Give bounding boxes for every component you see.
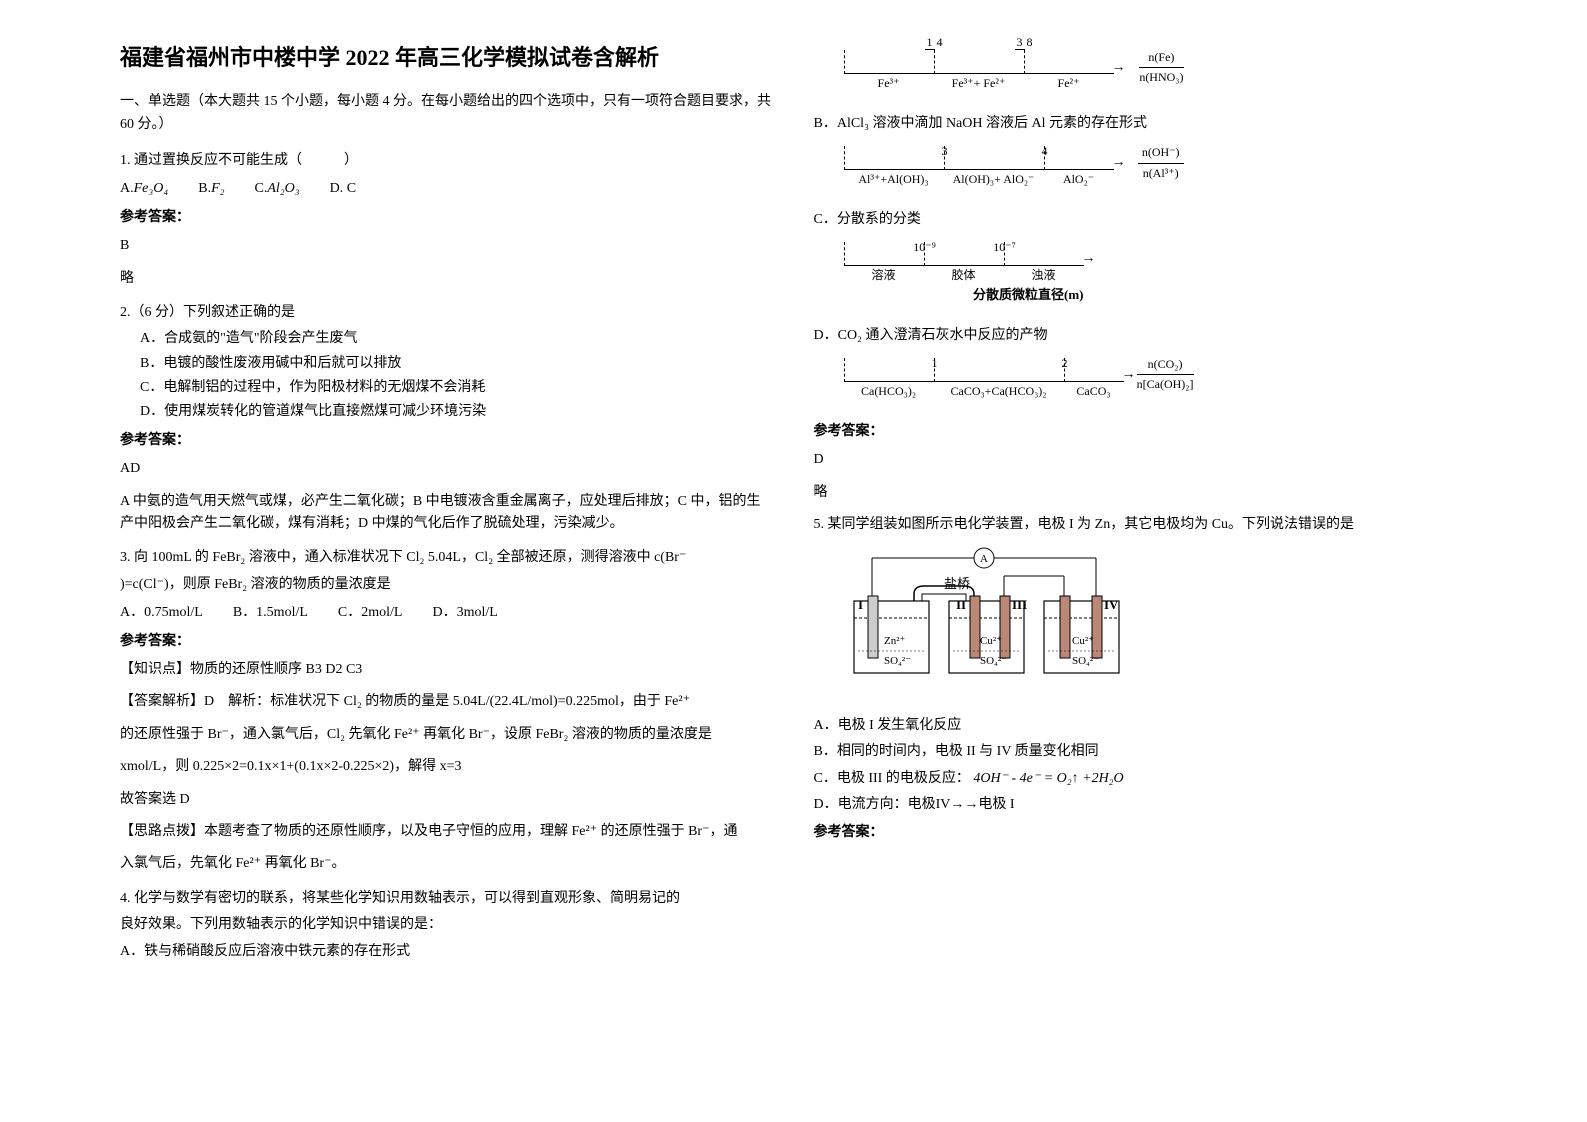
q2-explain: A 中氨的造气用天燃气或煤，必产生二氧化碳；B 中电镀液含重金属离子，应处理后排… — [120, 491, 774, 536]
so4-2: SO₄²⁻ — [980, 655, 1007, 667]
question-4-intro: 4. 化学与数学有密切的联系，将某些化学知识用数轴表示，可以得到直观形象、简明易… — [120, 888, 774, 963]
q2-answer-label: 参考答案： — [120, 430, 774, 452]
q2-option-c: C．电解制铝的过程中，作为阳极材料的无烟煤不会消耗 — [140, 377, 774, 399]
q4-answer-label: 参考答案： — [814, 421, 1468, 443]
q1-option-a: A. Fe₃O₄ — [120, 178, 168, 200]
q3-tip1: 【思路点拨】本题考查了物质的还原性顺序，以及电子守恒的应用，理解 Fe²⁺ 的还… — [120, 821, 774, 843]
electrode-2-label: II — [956, 597, 966, 612]
q3-option-a: A．0.75mol/L — [120, 602, 203, 624]
q4-c-diagram: 10⁻⁹10⁻⁷→溶液胶体浊液分散质微粒直径(m) — [844, 242, 1468, 308]
q5-option-b: B．相同的时间内，电极 II 与 IV 质量变化相同 — [814, 741, 1468, 763]
q1-b-formula: F₂ — [211, 178, 224, 200]
salt-bridge-label: 盐桥 — [944, 576, 970, 591]
q4-b-diagram: 34→n(OH⁻)n(Al³⁺)Al³⁺+Al(OH)₃Al(OH)₃+ AlO… — [844, 146, 1468, 191]
q3-tip2: 入氯气后，先氧化 Fe²⁺ 再氧化 Br⁻。 — [120, 853, 774, 875]
q1-answer: B — [120, 235, 774, 257]
q3-analysis1: 【答案解析】D 解析：标准状况下 Cl₂ 的物质的量是 5.04L/(22.4L… — [120, 691, 774, 713]
q3-analysis4: 故答案选 D — [120, 789, 774, 811]
q3-text2: )=c(Cl⁻)，则原 FeBr₂ 溶液的物质的量浓度是 — [120, 574, 774, 596]
q2-answer: AD — [120, 458, 774, 480]
question-2: 2.（6 分）下列叙述正确的是 A．合成氨的"造气"阶段会产生废气 B．电镀的酸… — [120, 302, 774, 536]
question-3: 3. 向 100mL 的 FeBr₂ 溶液中，通入标准状况下 Cl₂ 5.04L… — [120, 547, 774, 875]
q1-c-prefix: C. — [255, 178, 268, 200]
q1-option-c: C. Al₂O₃ — [255, 178, 300, 200]
q1-option-d: D. C — [330, 178, 356, 200]
cu-ion-1: Cu²⁺ — [980, 635, 1002, 647]
question-1: 1. 通过置换反应不可能生成（ ） A. Fe₃O₄ B. F₂ C. Al₂O… — [120, 150, 774, 290]
q1-option-b: B. F₂ — [198, 178, 224, 200]
q1-c-formula: Al₂O₃ — [267, 178, 299, 200]
zn-ion: Zn²⁺ — [884, 635, 906, 647]
page-title: 福建省福州市中楼中学 2022 年高三化学模拟试卷含解析 — [120, 40, 774, 75]
q1-answer-label: 参考答案： — [120, 207, 774, 229]
q5-text: 5. 某同学组装如图所示电化学装置，电极 I 为 Zn，其它电极均为 Cu。下列… — [814, 514, 1468, 536]
q4-d-diagram: 12→n(CO₂)n[Ca(OH)₂]Ca(HCO₃)₂CaCO₃+Ca(HCO… — [844, 358, 1468, 403]
q1-b-prefix: B. — [198, 178, 211, 200]
q4-answer: D — [814, 449, 1468, 471]
q5-circuit-diagram: A 盐桥 I Zn²⁺ SO₄²⁻ — [844, 546, 1468, 704]
q4-a-diagram: 1438→n(Fe)n(HNO₃)Fe³⁺Fe³⁺+ Fe²⁺Fe²⁺ — [844, 50, 1468, 95]
q5-option-c: C．电极 III 的电极反应： 4OH⁻ - 4e⁻ = O₂↑ +2H₂O — [814, 768, 1468, 790]
ammeter-label: A — [980, 553, 988, 565]
q5-c-prefix: C．电极 III 的电极反应： — [814, 771, 970, 786]
so4-1: SO₄²⁻ — [884, 655, 911, 667]
q2-option-a: A．合成氨的"造气"阶段会产生废气 — [140, 328, 774, 350]
q4-text2: 良好效果。下列用数轴表示的化学知识中错误的是： — [120, 914, 774, 936]
q5-c-formula: 4OH⁻ - 4e⁻ = O₂↑ +2H₂O — [973, 771, 1123, 786]
q3-analysis2: 的还原性强于 Br⁻，通入氯气后，Cl₂ 先氧化 Fe²⁺ 再氧化 Br⁻，设原… — [120, 724, 774, 746]
electrode-1-label: I — [858, 597, 863, 612]
q2-option-b: B．电镀的酸性废液用碱中和后就可以排放 — [140, 353, 774, 375]
q4-text1: 4. 化学与数学有密切的联系，将某些化学知识用数轴表示，可以得到直观形象、简明易… — [120, 888, 774, 910]
question-5: 5. 某同学组装如图所示电化学装置，电极 I 为 Zn，其它电极均为 Cu。下列… — [814, 514, 1468, 845]
q4-option-d: D．CO₂ 通入澄清石灰水中反应的产物 — [814, 325, 1468, 347]
q3-answer-label: 参考答案： — [120, 631, 774, 653]
q4-explain: 略 — [814, 482, 1468, 504]
q2-text: 2.（6 分）下列叙述正确的是 — [120, 302, 774, 324]
q3-options: A．0.75mol/L B．1.5mol/L C．2mol/L D．3mol/L — [120, 602, 774, 624]
electrode-4-label: IV — [1104, 597, 1119, 612]
q5-option-d: D．电流方向：电极IV→→电极 I — [814, 794, 1468, 816]
q3-option-d: D．3mol/L — [432, 602, 497, 624]
q1-text: 1. 通过置换反应不可能生成（ ） — [120, 150, 774, 172]
electrode-3-label: III — [1012, 597, 1027, 612]
q3-text1: 3. 向 100mL 的 FeBr₂ 溶液中，通入标准状况下 Cl₂ 5.04L… — [120, 547, 774, 569]
q5-option-a: A．电极 I 发生氧化反应 — [814, 715, 1468, 737]
q4-option-a: A．铁与稀硝酸反应后溶液中铁元素的存在形式 — [120, 941, 774, 963]
q3-analysis3: xmol/L，则 0.225×2=0.1x×1+(0.1x×2-0.225×2)… — [120, 756, 774, 778]
q1-a-prefix: A. — [120, 178, 134, 200]
q1-a-formula: Fe₃O₄ — [134, 178, 169, 200]
q4-option-c: C．分散系的分类 — [814, 209, 1468, 231]
q3-option-c: C．2mol/L — [338, 602, 403, 624]
section-intro: 一、单选题（本大题共 15 个小题，每小题 4 分。在每小题给出的四个选项中，只… — [120, 91, 774, 136]
q3-knowledge: 【知识点】物质的还原性顺序 B3 D2 C3 — [120, 659, 774, 681]
q5-answer-label: 参考答案： — [814, 822, 1468, 844]
q1-explain: 略 — [120, 268, 774, 290]
cu-ion-2: Cu²⁺ — [1072, 635, 1094, 647]
q1-options: A. Fe₃O₄ B. F₂ C. Al₂O₃ D. C — [120, 178, 774, 200]
q3-option-b: B．1.5mol/L — [233, 602, 308, 624]
q2-option-d: D．使用煤炭转化的管道煤气比直接燃煤可减少环境污染 — [140, 401, 774, 423]
q4-option-b: B．AlCl₃ 溶液中滴加 NaOH 溶液后 Al 元素的存在形式 — [814, 113, 1468, 135]
so4-3: SO₄²⁻ — [1072, 655, 1099, 667]
